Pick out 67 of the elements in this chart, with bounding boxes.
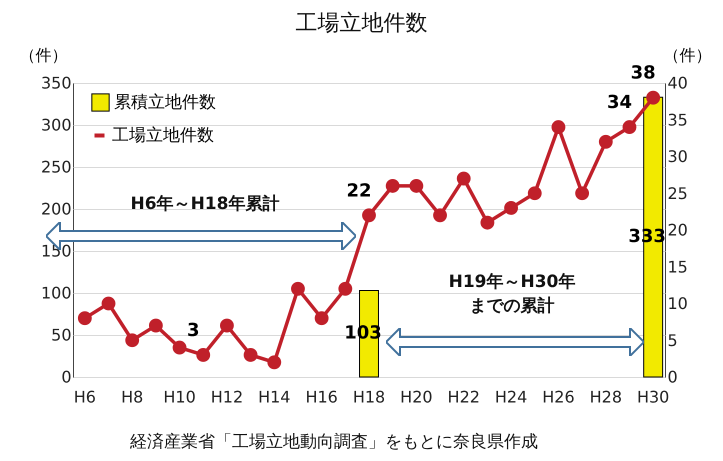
- y-tick-label: 0: [61, 368, 72, 386]
- point: [622, 120, 636, 134]
- x-tick-label: H6: [74, 388, 96, 406]
- point: [172, 340, 186, 355]
- point: [528, 186, 542, 200]
- y2-axis-title: （件）: [664, 46, 712, 64]
- point: [386, 178, 400, 193]
- chart-title: 工場立地件数: [294, 10, 428, 38]
- x-tick-label: H8: [121, 388, 144, 406]
- x-tick-label: H22: [448, 388, 480, 406]
- y-tick-label: 250: [40, 158, 72, 176]
- x-tick-label: H26: [542, 388, 575, 406]
- point: [456, 172, 471, 186]
- point: [362, 208, 376, 222]
- y-tick-label: 350: [40, 74, 72, 92]
- annotation: H6年～H18年累計: [130, 193, 280, 216]
- x-tick-label: H28: [590, 388, 622, 406]
- point: [338, 282, 352, 296]
- data-label: 34: [606, 92, 632, 114]
- data-label: 3: [186, 320, 200, 341]
- annotation: H19年～H30年までの累計: [448, 271, 576, 318]
- point: [148, 318, 163, 332]
- y2-tick-label: 0: [668, 368, 678, 386]
- point: [552, 120, 566, 134]
- point: [102, 296, 116, 310]
- point: [244, 348, 258, 362]
- y2-tick-label: 20: [668, 220, 688, 240]
- point: [575, 186, 590, 200]
- y2-tick-label: 5: [668, 330, 678, 350]
- legend-label: 累積立地件数: [114, 92, 216, 112]
- point: [291, 282, 305, 296]
- point: [267, 355, 282, 370]
- point: [646, 90, 660, 105]
- x-tick-label: H10: [163, 388, 196, 406]
- point: [196, 348, 210, 362]
- x-tick-label: H20: [400, 388, 433, 406]
- x-tick-label: H30: [636, 388, 670, 406]
- point: [598, 134, 613, 149]
- x-tick-label: H12: [210, 388, 244, 406]
- legend-label: 工場立地件数: [112, 126, 214, 146]
- point: [480, 216, 494, 230]
- y2-tick-label: 35: [668, 110, 688, 130]
- point: [125, 333, 140, 348]
- y-tick-label: 150: [40, 242, 72, 260]
- y2-tick-label: 25: [668, 184, 688, 203]
- y-tick-label: 100: [40, 284, 72, 302]
- y-tick-label: 300: [40, 116, 72, 134]
- x-tick-label: H14: [258, 388, 290, 406]
- x-tick-label: H24: [494, 388, 528, 406]
- y2-tick-label: 10: [668, 294, 688, 313]
- y2-tick-label: 30: [668, 147, 688, 166]
- data-label: 22: [346, 180, 372, 202]
- x-tick-label: H18: [352, 388, 386, 406]
- point: [220, 318, 234, 332]
- y-axis-title: （件）: [20, 46, 68, 64]
- x-tick-label: H16: [305, 388, 338, 406]
- data-label: 38: [630, 62, 656, 84]
- y-tick-label: 50: [51, 326, 72, 344]
- y2-tick-label: 15: [668, 257, 688, 276]
- text: 経済産業省「工場立地動向調査」をもとに奈良県作成: [130, 431, 538, 453]
- point: [78, 311, 92, 326]
- point: [433, 208, 447, 222]
- point: [409, 178, 424, 193]
- point: [504, 201, 518, 215]
- point: [314, 311, 329, 326]
- y2-tick-label: 40: [668, 74, 688, 92]
- y-tick-label: 200: [40, 200, 72, 218]
